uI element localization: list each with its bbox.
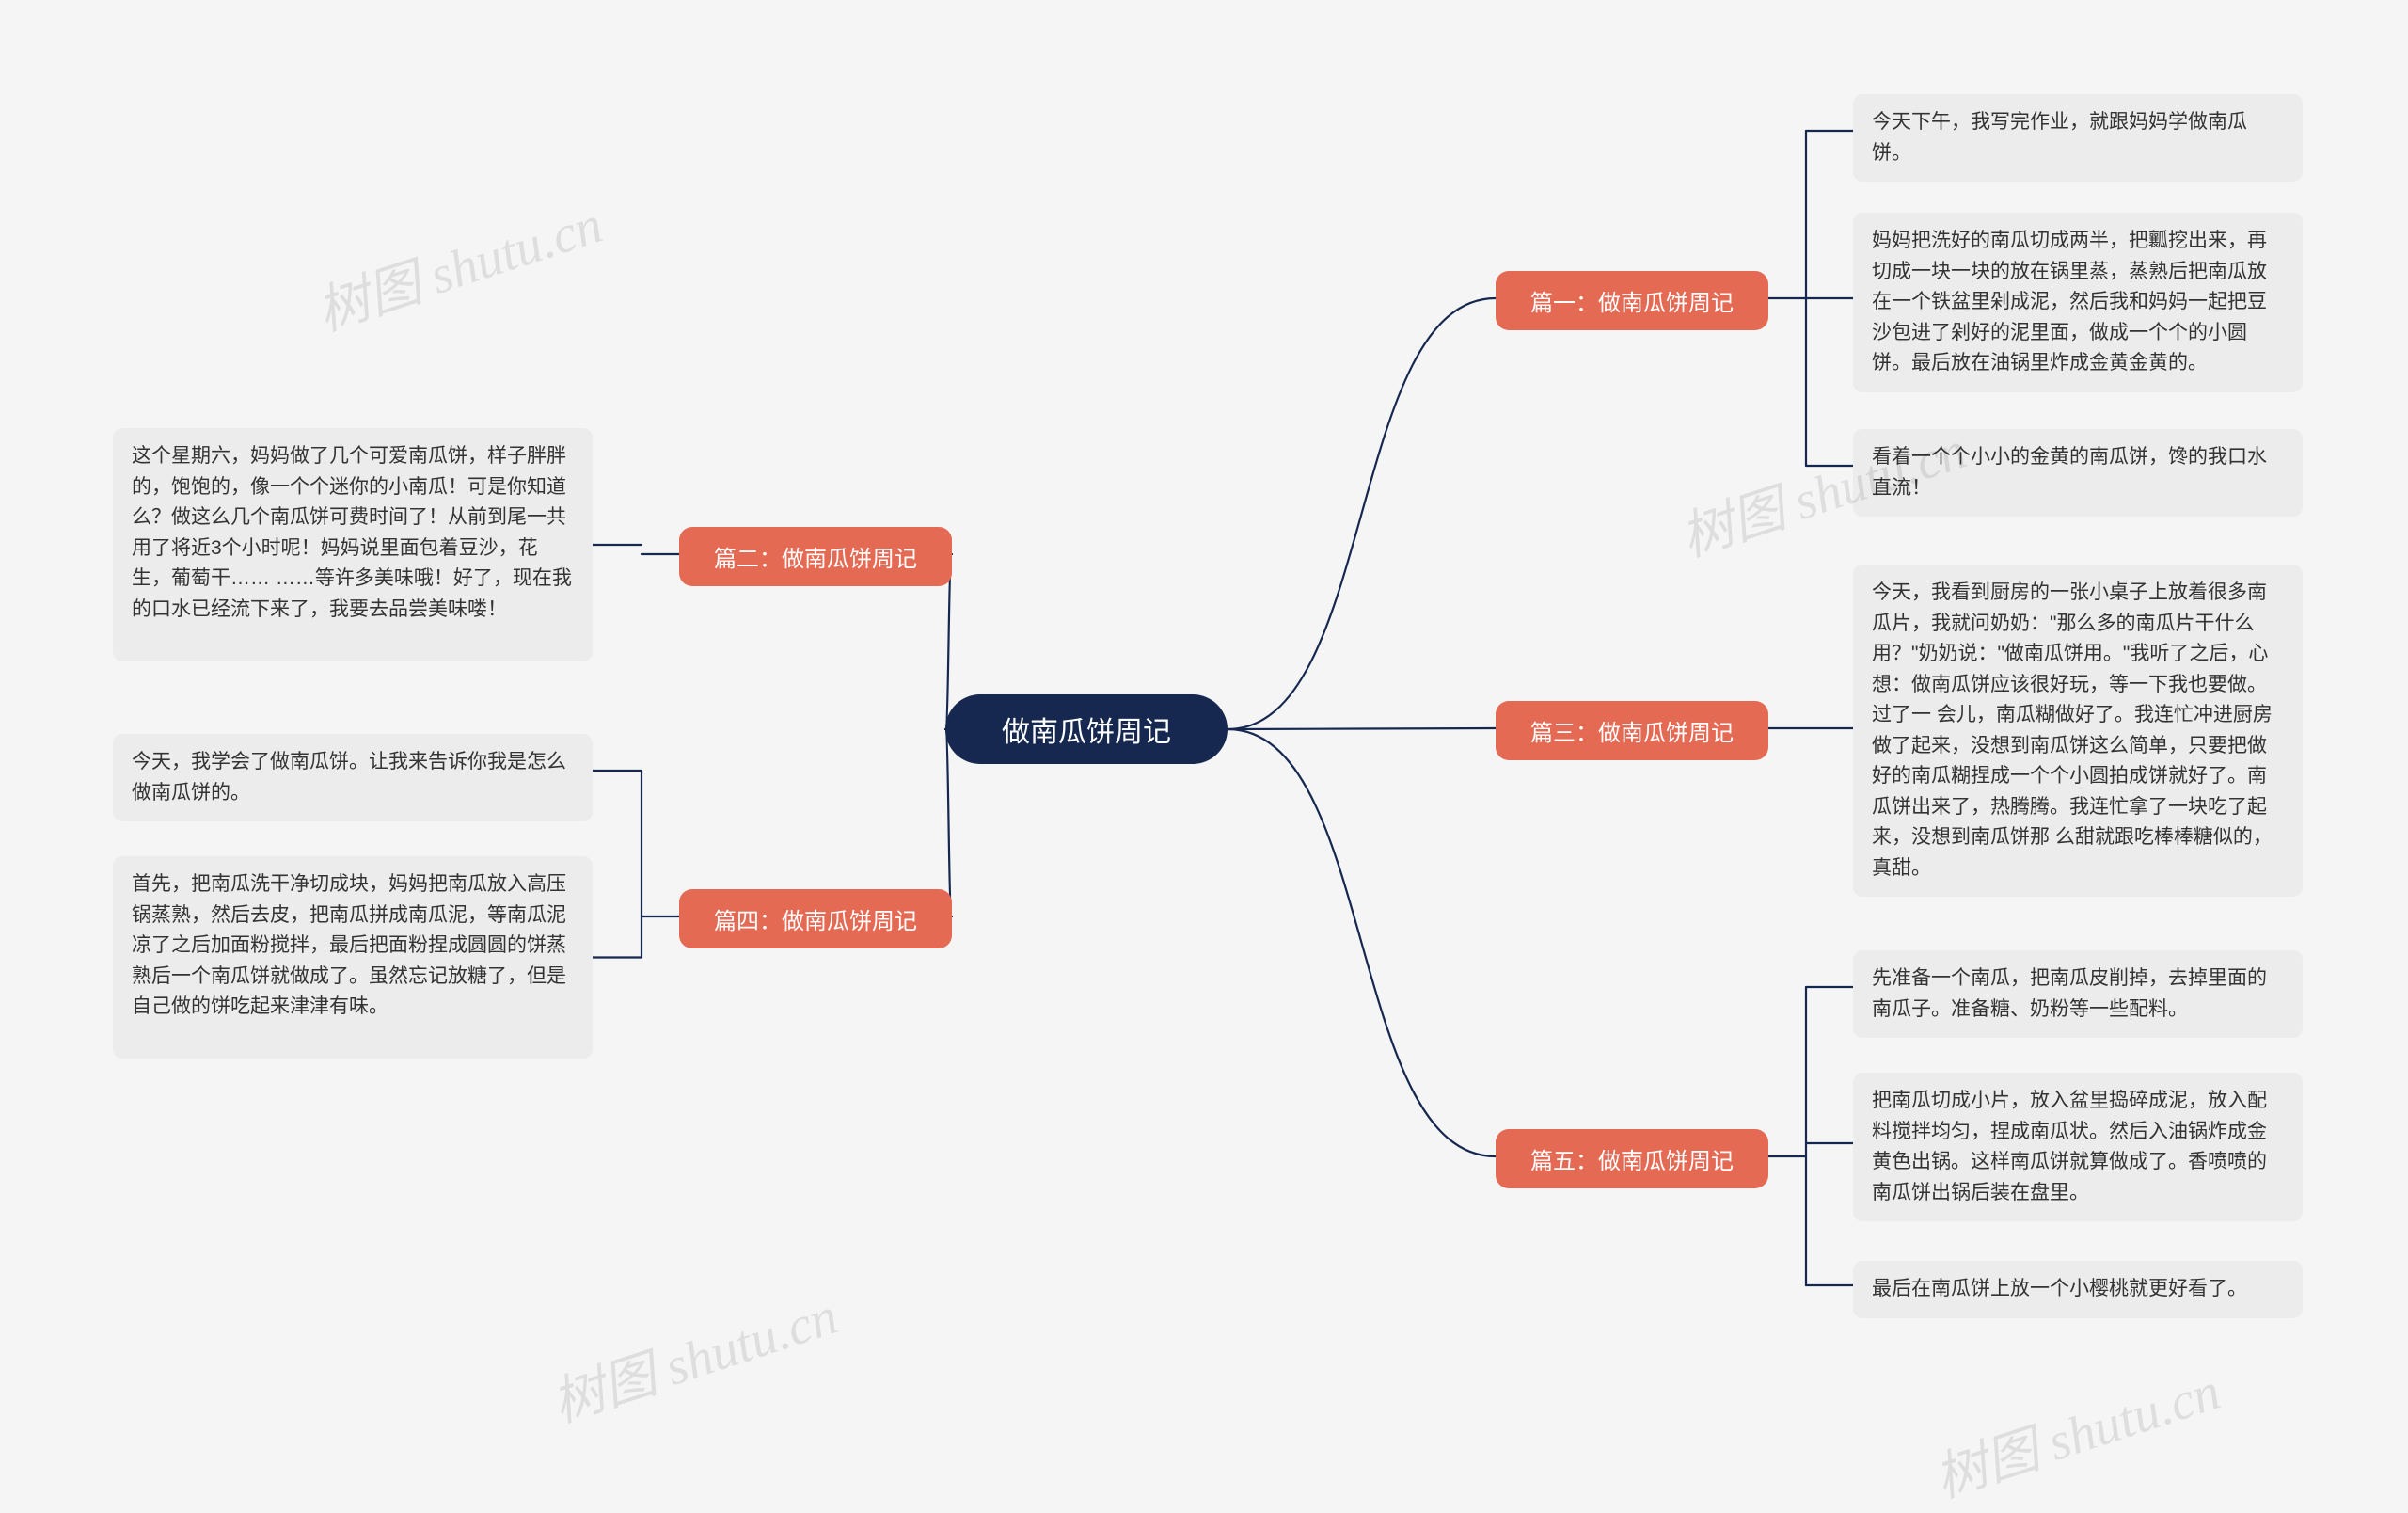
watermark: 树图 shutu.cn — [541, 1273, 846, 1437]
watermark: 树图 shutu.cn — [306, 182, 610, 345]
leaf-node-b4-1: 首先，把南瓜洗干净切成块，妈妈把南瓜放入高压锅蒸熟，然后去皮，把南瓜拼成南瓜泥，… — [113, 856, 593, 1059]
branch-node-b3[interactable]: 篇三：做南瓜饼周记 — [1496, 701, 1768, 760]
leaf-node-b5-0: 先准备一个南瓜，把南瓜皮削掉，去掉里面的南瓜子。准备糖、奶粉等一些配料。 — [1853, 950, 2303, 1038]
mindmap-canvas: 做南瓜饼周记 篇一：做南瓜饼周记 今天下午，我写完作业，就跟妈妈学做南瓜饼。妈妈把… — [0, 0, 2408, 1469]
branch-node-b1[interactable]: 篇一：做南瓜饼周记 — [1496, 271, 1768, 330]
leaf-node-b1-0: 今天下午，我写完作业，就跟妈妈学做南瓜饼。 — [1853, 94, 2303, 182]
branch-node-b5[interactable]: 篇五：做南瓜饼周记 — [1496, 1129, 1768, 1188]
leaf-node-b5-2: 最后在南瓜饼上放一个小樱桃就更好看了。 — [1853, 1261, 2303, 1318]
leaf-node-b4-0: 今天，我学会了做南瓜饼。让我来告诉你我是怎么做南瓜饼的。 — [113, 734, 593, 821]
root-node[interactable]: 做南瓜饼周记 — [945, 694, 1228, 764]
branch-node-b2[interactable]: 篇二：做南瓜饼周记 — [679, 527, 952, 586]
leaf-node-b1-2: 看着一个个小小的金黄的南瓜饼，馋的我口水直流！ — [1853, 429, 2303, 517]
leaf-node-b3-0: 今天，我看到厨房的一张小桌子上放着很多南瓜片，我就问奶奶："那么多的南瓜片干什么… — [1853, 565, 2303, 897]
watermark: 树图 shutu.cn — [1924, 1348, 2228, 1512]
branch-node-b4[interactable]: 篇四：做南瓜饼周记 — [679, 889, 952, 948]
leaf-node-b2-0: 这个星期六，妈妈做了几个可爱南瓜饼，样子胖胖的，饱饱的，像一个个迷你的小南瓜！可… — [113, 428, 593, 661]
leaf-node-b5-1: 把南瓜切成小片，放入盆里捣碎成泥，放入配料搅拌均匀，捏成南瓜状。然后入油锅炸成金… — [1853, 1073, 2303, 1221]
leaf-node-b1-1: 妈妈把洗好的南瓜切成两半，把瓤挖出来，再切成一块一块的放在锅里蒸，蒸熟后把南瓜放… — [1853, 213, 2303, 392]
